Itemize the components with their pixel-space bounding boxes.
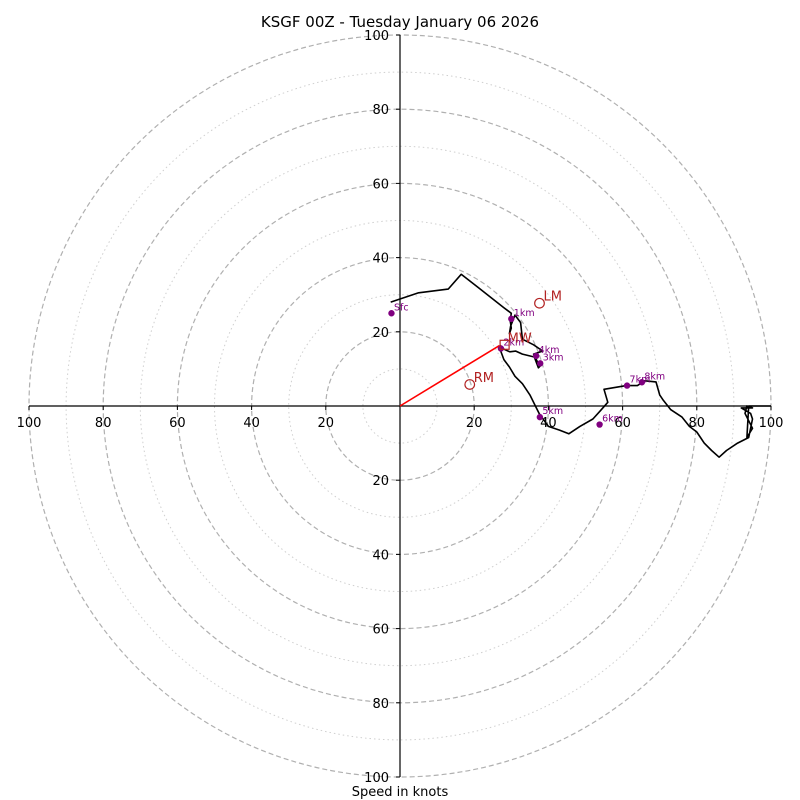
mean-wind-marker [499, 339, 510, 350]
tick-label-left-40: 40 [243, 416, 260, 431]
tick-label-top-60: 60 [372, 177, 389, 192]
height-marker-5km [536, 413, 544, 421]
tick-label-bottom-60: 60 [372, 623, 389, 638]
storm-motion-lm-marker [534, 297, 545, 309]
tick-label-top-20: 20 [372, 326, 389, 341]
tick-label-left-20: 20 [318, 416, 335, 431]
height-marker-7km [623, 382, 631, 389]
height-marker-1km [508, 315, 515, 323]
tick-label-top-40: 40 [372, 252, 389, 267]
height-marker-3km [537, 360, 544, 367]
height-marker-4km [532, 352, 540, 360]
tick-label-bottom-100: 100 [364, 771, 389, 786]
height-marker-6km [596, 421, 603, 428]
chart-title: KSGF 00Z - Tuesday January 06 2026 [261, 13, 539, 31]
tick-label-left-80: 80 [95, 416, 112, 431]
tick-label-right-60: 60 [614, 416, 631, 431]
height-marker-2km [497, 345, 505, 352]
tick-label-bottom-40: 40 [372, 548, 389, 563]
tick-label-right-80: 80 [689, 416, 706, 431]
x-axis-label: Speed in knots [352, 785, 449, 800]
hodograph-plot: Sfc1km2km3km4km5km6km7km8kmRMLMMW [388, 273, 771, 459]
shear-vector-line [399, 344, 500, 407]
tick-label-left-60: 60 [169, 416, 186, 431]
height-label-2km: 2km [503, 337, 524, 348]
tick-label-bottom-20: 20 [372, 474, 389, 489]
height-marker-sfc [388, 310, 395, 317]
storm-motion-rm-marker [464, 379, 476, 390]
height-label-4km: 4km [539, 345, 560, 356]
tick-labels: 2020202040404040606060608080808010010010… [17, 29, 784, 786]
tick-label-top-80: 80 [372, 103, 389, 118]
tick-label-bottom-80: 80 [372, 697, 389, 712]
storm-motion-lm-label: LM [543, 290, 561, 305]
height-label-sfc: Sfc [394, 302, 409, 313]
storm-motion-rm-label: RM [474, 371, 494, 386]
tick-label-top-100: 100 [364, 29, 389, 44]
mean-wind-label: MW [508, 331, 532, 346]
height-label-6km: 6km [602, 414, 623, 425]
height-label-3km: 3km [543, 352, 564, 363]
tick-label-right-20: 20 [466, 416, 483, 431]
height-label-8km: 8km [644, 371, 665, 382]
tick-label-right-100: 100 [759, 416, 784, 431]
tick-label-left-100: 100 [17, 416, 42, 431]
height-label-1km: 1km [514, 308, 535, 319]
height-label-5km: 5km [542, 406, 563, 417]
height-marker-8km [638, 379, 646, 386]
